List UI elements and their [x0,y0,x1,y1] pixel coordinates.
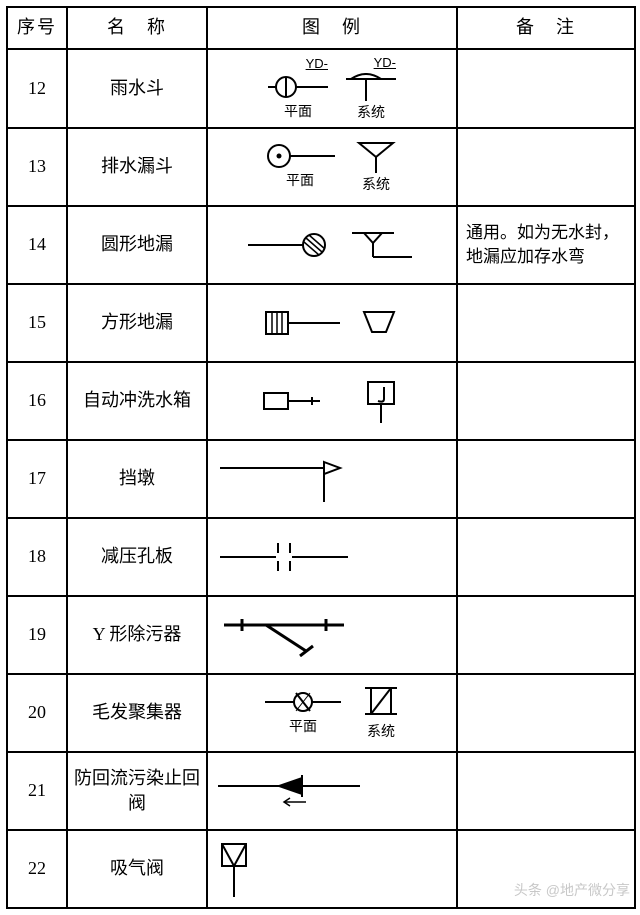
note-cell [457,128,635,206]
table-row: 18 减压孔板 [7,518,635,596]
orifice-plate-icon [214,539,354,575]
name-cell: 防回流污染止回阀 [67,752,207,830]
legend-cell: 平面 系统 [207,128,457,206]
legend-cell [207,284,457,362]
header-seq: 序号 [7,7,67,49]
legend-cell [207,752,457,830]
seq-cell: 13 [7,128,67,206]
legend-cell [207,206,457,284]
y-strainer-icon [214,613,354,657]
legend-sublabel: 系统 [362,175,390,195]
hair-trap-system-icon [361,684,401,720]
seq-cell: 18 [7,518,67,596]
note-cell [457,596,635,674]
seq-cell: 19 [7,596,67,674]
drain-funnel-plan-icon [265,143,335,169]
name-cell: 减压孔板 [67,518,207,596]
name-cell: Y 形除污器 [67,596,207,674]
seq-cell: 21 [7,752,67,830]
rain-hopper-plan-icon [268,74,328,100]
legend-sublabel: 平面 [286,171,314,191]
auto-flush-tank-plan-icon [262,388,342,414]
legend-cell [207,440,457,518]
header-legend: 图 例 [207,7,457,49]
name-cell: 吸气阀 [67,830,207,908]
table-row: 16 自动冲洗水箱 [7,362,635,440]
table-row: 21 防回流污染止回阀 [7,752,635,830]
square-floor-drain-plan-icon [264,309,340,337]
rain-hopper-system-icon [346,73,396,101]
note-cell [457,284,635,362]
seq-cell: 22 [7,830,67,908]
table-row: 13 排水漏斗 平面 [7,128,635,206]
legend-sublabel: 系统 [367,722,395,742]
note-cell [457,752,635,830]
legend-cell: YD- 平面 YD- [207,49,457,128]
name-cell: 毛发聚集器 [67,674,207,752]
drain-funnel-system-icon [353,139,399,173]
seq-cell: 16 [7,362,67,440]
seq-cell: 14 [7,206,67,284]
name-cell: 排水漏斗 [67,128,207,206]
square-floor-drain-system-icon [358,308,400,338]
legend-toplabel: YD- [306,55,328,73]
table-row: 15 方形地漏 [7,284,635,362]
name-cell: 挡墩 [67,440,207,518]
note-cell [457,440,635,518]
seq-cell: 17 [7,440,67,518]
table-row: 19 Y 形除污器 [7,596,635,674]
table-row: 12 雨水斗 YD- 平面 YD- [7,49,635,128]
auto-flush-tank-system-icon [360,379,402,423]
legend-toplabel: YD- [374,54,396,72]
round-floor-drain-plan-icon [248,231,328,259]
header-row: 序号 名 称 图 例 备 注 [7,7,635,49]
name-cell: 雨水斗 [67,49,207,128]
note-cell [457,674,635,752]
note-cell [457,518,635,596]
legend-cell [207,596,457,674]
table-row: 17 挡墩 [7,440,635,518]
note-cell [457,362,635,440]
name-cell: 自动冲洗水箱 [67,362,207,440]
air-admit-valve-icon [214,841,254,897]
name-cell: 方形地漏 [67,284,207,362]
legend-cell: 平面 系统 [207,674,457,752]
watermark: 头条 @地产微分享 [514,880,630,900]
legend-sublabel: 平面 [289,717,317,737]
backflow-prevent-valve-icon [214,773,364,809]
legend-sublabel: 平面 [284,102,312,122]
table-row: 20 毛发聚集器 平面 [7,674,635,752]
table-row: 14 圆形地漏 [7,206,635,284]
legend-sublabel: 系统 [357,103,385,123]
legend-cell [207,830,457,908]
note-cell [457,49,635,128]
header-note: 备 注 [457,7,635,49]
round-floor-drain-system-icon [346,227,416,263]
seq-cell: 20 [7,674,67,752]
thrust-block-icon [214,454,354,504]
note-cell: 通用。如为无水封，地漏应加存水弯 [457,206,635,284]
symbol-table: 序号 名 称 图 例 备 注 12 雨水斗 YD- [6,6,636,909]
name-cell: 圆形地漏 [67,206,207,284]
hair-trap-plan-icon [263,689,343,715]
legend-cell [207,362,457,440]
seq-cell: 15 [7,284,67,362]
header-name: 名 称 [67,7,207,49]
seq-cell: 12 [7,49,67,128]
legend-cell [207,518,457,596]
